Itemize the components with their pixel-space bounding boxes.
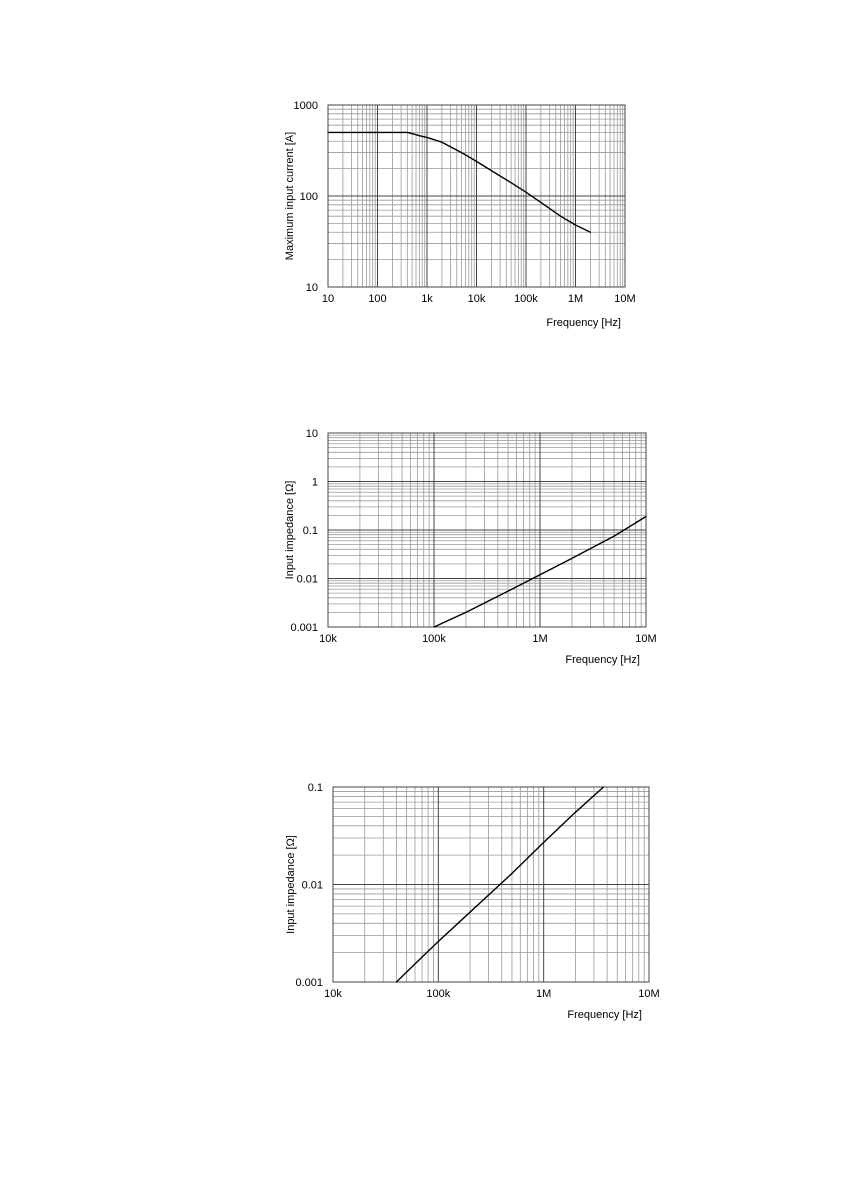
y-tick-label: 0.01 [297, 574, 318, 586]
data-point [418, 135, 420, 137]
data-point [460, 151, 463, 154]
x-tick-label: 10k [468, 293, 486, 305]
y-tick-label: 0.01 [302, 880, 323, 892]
data-point [543, 841, 545, 844]
x-tick-label: 1M [568, 293, 583, 305]
data-point [490, 170, 493, 172]
x-tick-label: 1M [536, 988, 551, 1000]
data-point [525, 191, 527, 193]
input-impedance-chart-2: 10k 100k 1M 10M 0.001 0.01 0.1 Frequency [Hz] In… [285, 782, 660, 1021]
x-tick-label: 1M [532, 633, 547, 645]
plot-frame [327, 432, 647, 628]
x-tick-label: 100k [422, 633, 446, 645]
y-tick-label: 0.001 [295, 977, 323, 989]
data-point [511, 872, 513, 874]
x-tick-label: 10k [324, 988, 342, 1000]
data-point [559, 215, 562, 217]
data-point [376, 131, 379, 133]
y-axis-title: Input impedance [Ω] [285, 835, 297, 934]
data-point [539, 574, 541, 576]
data-point [411, 132, 413, 135]
x-tick-label: 100k [426, 988, 450, 1000]
y-tick-label: 10 [306, 428, 318, 440]
y-tick-label: 100 [300, 191, 318, 203]
input-impedance-chart-1: 10k 100k 1M 10M 0.001 0.01 0.1 1 10 Frequency [Hz… [284, 428, 657, 666]
x-tick-label: 10 [322, 293, 334, 305]
y-tick-label: 1 [312, 477, 318, 489]
data-point [395, 981, 398, 983]
data-point [510, 182, 512, 184]
data-point [602, 786, 605, 788]
plot-frame [327, 104, 626, 288]
data-point [421, 956, 423, 958]
series-line [395, 786, 604, 983]
y-axis-title: Input impedance [Ω] [284, 481, 296, 580]
data-point [589, 231, 592, 233]
data-point [433, 626, 435, 628]
series-line [328, 131, 591, 233]
y-tick-label: 10 [306, 282, 318, 294]
x-tick-label: 10M [638, 988, 659, 1000]
x-tick-label: 10k [319, 633, 337, 645]
x-tick-label: 100 [368, 293, 386, 305]
data-point [441, 141, 443, 143]
data-point [540, 201, 542, 204]
data-point [571, 557, 573, 559]
x-axis-title: Frequency [Hz] [567, 1009, 642, 1021]
x-tick-label: 1k [421, 293, 433, 305]
x-tick-label: 10M [635, 633, 656, 645]
data-point [645, 515, 647, 518]
plot-frame [332, 786, 650, 983]
data-point [469, 911, 471, 913]
data-point [426, 136, 428, 139]
max-input-current-chart: 10 100 1k 10k 100k 1M 10M 10 100 1000 Frequency [H… [284, 100, 636, 329]
data-point [327, 131, 329, 133]
data-point [574, 811, 576, 813]
y-tick-label: 0.1 [303, 525, 318, 537]
data-point [507, 590, 509, 592]
y-tick-label: 1000 [294, 100, 318, 112]
y-axis-title: Maximum input current [A] [284, 132, 296, 260]
data-point [475, 160, 478, 163]
data-point [465, 611, 467, 613]
data-point [406, 131, 408, 133]
data-point [613, 535, 615, 537]
y-tick-label: 0.1 [308, 782, 323, 794]
data-point [574, 224, 577, 226]
x-axis-title: Frequency [Hz] [546, 317, 621, 329]
y-tick-label: 0.001 [290, 622, 318, 634]
x-tick-label: 100k [514, 293, 538, 305]
data-point [437, 940, 439, 943]
x-axis-title: Frequency [Hz] [565, 654, 640, 666]
x-tick-label: 10M [614, 293, 635, 305]
